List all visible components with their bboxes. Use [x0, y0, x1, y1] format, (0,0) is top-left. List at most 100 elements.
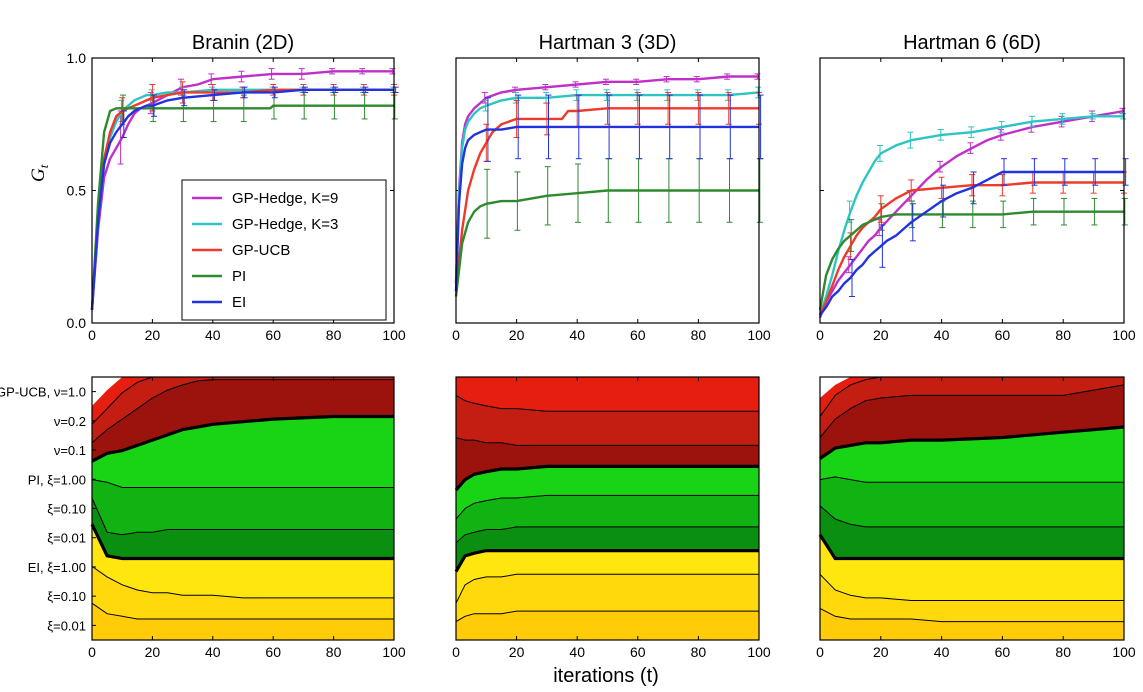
band-1	[92, 377, 394, 425]
stacked-chart-3: 0 20 40 60 80 100	[816, 376, 1136, 660]
series-line	[818, 115, 1124, 316]
band-9	[92, 603, 394, 640]
x-tick-label: 60	[630, 644, 646, 660]
x-tick-label: 0	[816, 327, 824, 343]
series-line	[818, 210, 1124, 311]
series-line	[90, 88, 394, 310]
x-tick-label: 80	[691, 327, 707, 343]
legend: GP-Hedge, K=9 GP-Hedge, K=3 GP-UCB PI EI	[181, 179, 387, 321]
band-5	[92, 479, 394, 535]
band-boundary	[455, 494, 759, 520]
x-tick-label: 20	[145, 644, 161, 660]
band-boundary	[454, 464, 759, 492]
band-boundary	[91, 497, 394, 536]
band-boundary	[91, 602, 394, 620]
x-tick-label: 40	[934, 644, 950, 660]
x-tick-label: 100	[1112, 327, 1136, 343]
band-boundary	[818, 533, 1124, 561]
x-tick-label: 40	[934, 327, 950, 343]
line-chart-2: Hartman 3 (3D) 0 20 40 60 80 100	[452, 32, 771, 343]
band-6	[92, 498, 394, 559]
x-tick-label: 100	[382, 644, 406, 660]
x-tick-label: 0	[452, 327, 460, 343]
plot-frame	[819, 376, 1125, 641]
series-ei	[819, 158, 1129, 316]
x-tick-label: 100	[747, 644, 771, 660]
y-tick-label: 0.5	[67, 183, 87, 199]
legend-label: PI	[232, 268, 246, 285]
y-tick-label: ν=0.2	[54, 414, 86, 429]
x-tick-label: 60	[265, 644, 281, 660]
band-boundary	[455, 394, 759, 412]
band-boundary	[819, 505, 1124, 528]
series-pi	[454, 158, 763, 297]
x-tick-label: 40	[205, 327, 221, 343]
y-tick-label: ξ=0.10	[47, 589, 86, 604]
band-4	[92, 416, 394, 488]
series-line	[818, 181, 1124, 316]
stacked-chart-1: 0 20 40 60 80 100 GP-UCB, ν=1.0 ν=0.2 ν=0.1 PI, ξ…	[0, 376, 406, 660]
band-boundary	[455, 610, 759, 623]
x-tick-label: 80	[691, 644, 707, 660]
y-tick-label: ξ=0.01	[47, 531, 86, 546]
band-9	[456, 611, 759, 640]
series-ei	[90, 86, 399, 310]
band-6	[820, 505, 1124, 559]
band-4	[820, 427, 1124, 483]
y-tick-label: ξ=0.10	[47, 502, 86, 517]
band-8	[92, 566, 394, 619]
x-tick-label: 80	[326, 327, 342, 343]
legend-label: GP-Hedge, K=3	[232, 216, 338, 233]
x-tick-label: 20	[509, 327, 525, 343]
y-tick-label: GP-UCB, ν=1.0	[0, 385, 86, 400]
band-5	[820, 476, 1124, 527]
band-boundary	[455, 437, 759, 446]
plot-frame	[819, 57, 1125, 324]
band-3	[456, 437, 759, 491]
x-tick-label: 0	[88, 644, 96, 660]
x-tick-label: 100	[1112, 644, 1136, 660]
x-tick-label: 20	[509, 644, 525, 660]
series-line	[454, 125, 759, 292]
x-tick-label: 40	[569, 327, 585, 343]
y-tick-label: ν=0.1	[54, 443, 86, 458]
line-chart-1: Branin (2D) 0.0 0.5 1.0 0 20 40 60 80 100 GP-Hedge…	[67, 32, 406, 343]
series-pi	[818, 197, 1128, 311]
plot-frame	[455, 376, 760, 641]
band-7	[820, 534, 1124, 601]
x-tick-label: 0	[88, 327, 96, 343]
stacked-chart-2: 0 20 40 60 80 100	[452, 376, 771, 660]
y-tick-label: 0.0	[67, 315, 87, 331]
band-boundary	[455, 573, 759, 604]
band-boundary	[819, 384, 1125, 438]
legend-label: GP-Hedge, K=9	[232, 190, 338, 207]
band-boundary	[91, 414, 394, 463]
line-chart-3: Hartman 6 (6D) 0 20 40 60 80 100	[816, 32, 1136, 343]
legend-label: EI	[232, 294, 246, 311]
y-tick-label: PI, ξ=1.00	[28, 472, 86, 487]
x-tick-label: 60	[630, 327, 646, 343]
band-boundary	[819, 476, 1124, 483]
x-tick-label: 20	[145, 327, 161, 343]
x-tick-label: 100	[382, 327, 406, 343]
band-boundary	[90, 523, 394, 561]
series-line	[454, 91, 760, 284]
band-boundary	[455, 526, 759, 544]
band-8	[820, 574, 1124, 622]
chart-title: Branin (2D)	[192, 32, 294, 54]
band-7	[456, 550, 759, 604]
chart-title: Hartman 3 (3D)	[539, 32, 677, 54]
chart-title: Hartman 6 (6D)	[903, 32, 1041, 54]
x-tick-label: 0	[816, 644, 824, 660]
plot-frame	[91, 57, 395, 324]
band-1	[820, 377, 1124, 417]
series-line	[454, 75, 759, 284]
band-boundary	[819, 607, 1124, 623]
x-axis-label: iterations (t)	[553, 665, 659, 687]
band-boundary	[454, 548, 759, 573]
y-tick-label: EI, ξ=1.00	[28, 560, 86, 575]
x-tick-label: 20	[873, 644, 889, 660]
band-boundary	[819, 573, 1124, 601]
y-tick-label: 1.0	[67, 50, 87, 66]
